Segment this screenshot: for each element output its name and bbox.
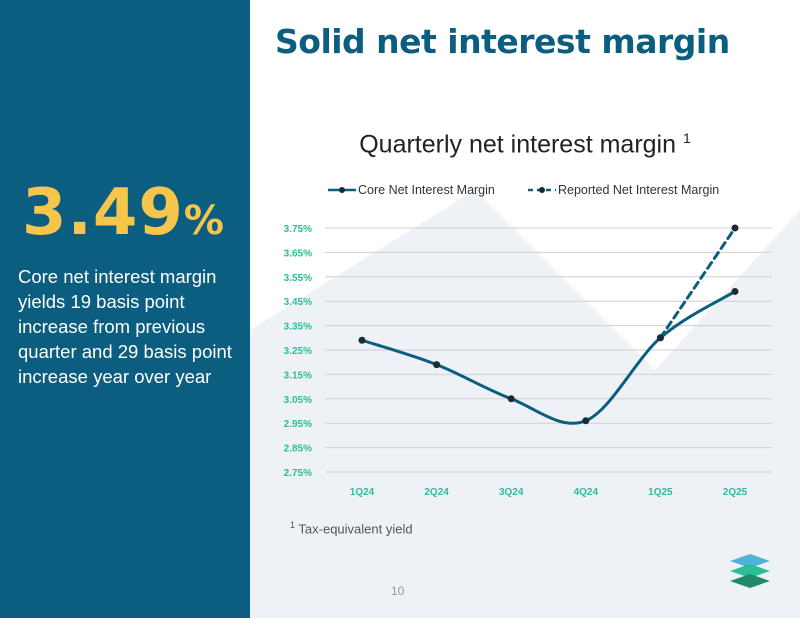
- x-tick-label: 1Q24: [350, 487, 375, 498]
- series-line-reported: [658, 226, 737, 340]
- data-point-core: [582, 417, 590, 425]
- x-tick-label: 3Q24: [499, 487, 524, 498]
- logo-layer-bottom: [730, 574, 770, 588]
- y-tick-label: 3.15%: [284, 370, 312, 381]
- logo-layer-middle: [730, 564, 770, 578]
- x-tick-label: 2Q25: [723, 487, 748, 498]
- chart-title: Quarterly net interest margin 1: [250, 130, 800, 159]
- legend-label: Reported Net Interest Margin: [558, 183, 719, 197]
- y-tick-label: 3.65%: [284, 248, 312, 259]
- y-tick-label: 3.25%: [284, 346, 312, 357]
- footnote-text: Tax-equivalent yield: [298, 521, 413, 537]
- left-panel: 3.49% Core net interest margin yields 19…: [0, 0, 250, 618]
- x-tick-label: 2Q24: [424, 487, 449, 498]
- company-logo-icon: [730, 554, 770, 588]
- highlight-description: Core net interest margin yields 19 basis…: [18, 266, 232, 387]
- data-point-core: [507, 395, 515, 403]
- x-tick-label: 4Q24: [574, 487, 599, 498]
- page-number: 10: [391, 584, 405, 598]
- y-tick-label: 2.75%: [284, 468, 312, 479]
- legend-marker: [339, 187, 345, 193]
- line-chart: 3.75% 3.65% 3.55% 3.45% 3.35% 3.25% 3.15% 3.05%…: [284, 183, 772, 498]
- data-point-core: [656, 334, 664, 342]
- data-point-core: [433, 361, 441, 369]
- data-point-reported: [731, 224, 739, 232]
- chart-title-text: Quarterly net interest margin: [359, 130, 677, 159]
- data-point-core: [731, 287, 739, 295]
- y-tick-label: 3.75%: [284, 224, 312, 235]
- slide-title: Solid net interest margin: [275, 22, 730, 61]
- footnote-marker: 1: [290, 520, 296, 530]
- data-point-core: [358, 336, 366, 344]
- x-tick-label: 1Q25: [648, 487, 673, 498]
- legend-marker: [539, 187, 545, 193]
- y-tick-label: 3.05%: [284, 395, 312, 406]
- y-tick-label: 3.45%: [284, 297, 312, 308]
- highlight-stat: 3.49%: [22, 176, 224, 250]
- logo-layer-top: [730, 554, 770, 568]
- right-panel: Solid net interest margin Quarterly net …: [250, 0, 800, 618]
- y-tick-label: 3.35%: [284, 322, 312, 333]
- y-tick-label: 2.95%: [284, 419, 312, 430]
- highlight-value: 3.49: [22, 176, 184, 250]
- highlight-unit: %: [183, 198, 224, 244]
- legend-label: Core Net Interest Margin: [358, 183, 495, 197]
- series-line-core: [360, 289, 737, 425]
- y-tick-label: 3.55%: [284, 273, 312, 284]
- footnote: 1 Tax-equivalent yield: [290, 520, 413, 536]
- chart-title-footnote-marker: 1: [682, 130, 691, 146]
- y-tick-label: 2.85%: [284, 444, 312, 455]
